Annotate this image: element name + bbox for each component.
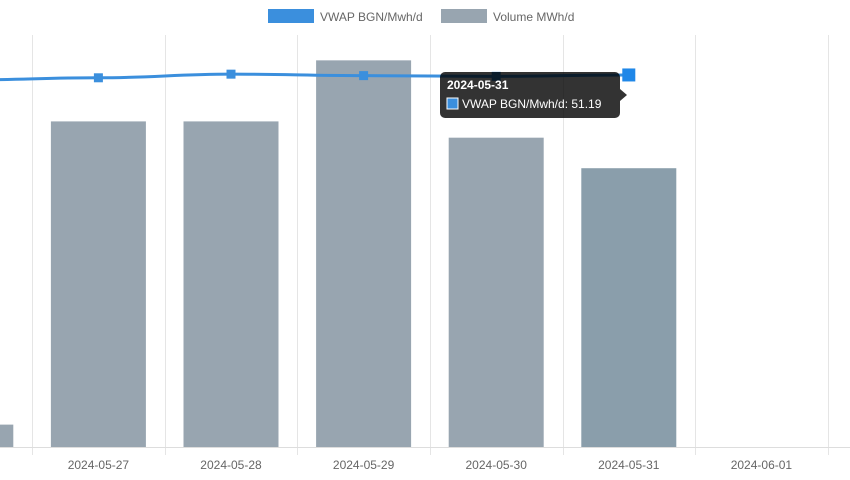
- legend-swatch-volume: [441, 9, 487, 23]
- volume-bar[interactable]: [0, 424, 14, 447]
- x-axis: 2024-05-27 2024-05-28 2024-05-29 2024-05-30…: [68, 458, 793, 472]
- tooltip: 2024-05-31 VWAP BGN/Mwh/d: 51.19: [440, 72, 627, 118]
- x-tick-label: 2024-05-30: [466, 458, 528, 472]
- legend[interactable]: VWAP BGN/Mwh/d Volume MWh/d: [268, 9, 574, 24]
- x-tick-label: 2024-06-01: [731, 458, 793, 472]
- x-tick-label: 2024-05-27: [68, 458, 130, 472]
- tooltip-body: VWAP BGN/Mwh/d: 51.19: [462, 97, 602, 111]
- volume-bar[interactable]: [316, 60, 412, 447]
- volume-bars: [0, 60, 677, 448]
- volume-bar[interactable]: [50, 121, 146, 448]
- x-tick-label: 2024-05-28: [200, 458, 262, 472]
- tooltip-swatch: [446, 97, 459, 110]
- tooltip-caret: [620, 89, 627, 101]
- vwap-point[interactable]: [93, 73, 103, 83]
- volume-bar[interactable]: [581, 168, 677, 447]
- legend-item-volume[interactable]: Volume MWh/d: [441, 9, 574, 24]
- x-tick-label: 2024-05-29: [333, 458, 395, 472]
- legend-label-volume: Volume MWh/d: [493, 10, 574, 24]
- vwap-point[interactable]: [359, 71, 369, 81]
- vwap-point-active[interactable]: [622, 68, 636, 82]
- tooltip-title: 2024-05-31: [447, 78, 509, 92]
- legend-item-vwap[interactable]: VWAP BGN/Mwh/d: [268, 9, 423, 24]
- tooltip-box: [440, 72, 620, 118]
- volume-bar[interactable]: [448, 137, 544, 447]
- vwap-point[interactable]: [226, 69, 236, 79]
- x-tick-label: 2024-05-31: [598, 458, 660, 472]
- legend-label-vwap: VWAP BGN/Mwh/d: [320, 10, 423, 24]
- volume-bar[interactable]: [183, 121, 279, 448]
- legend-swatch-vwap: [268, 9, 314, 23]
